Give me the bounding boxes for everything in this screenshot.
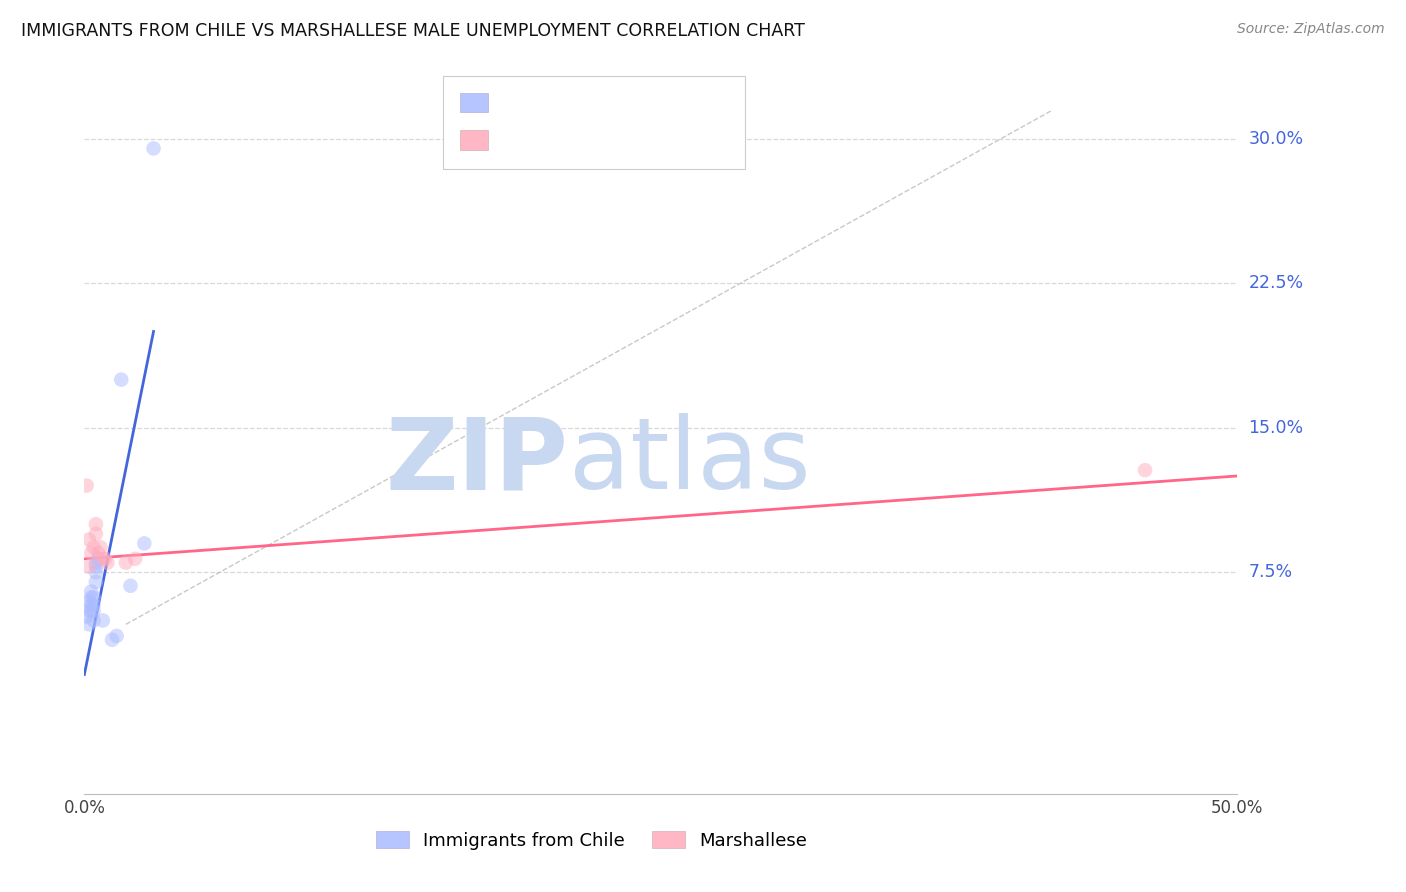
Text: Source: ZipAtlas.com: Source: ZipAtlas.com bbox=[1237, 22, 1385, 37]
Point bbox=[89, 541, 111, 555]
Point bbox=[91, 614, 114, 628]
Point bbox=[80, 598, 103, 612]
Point bbox=[77, 594, 100, 608]
Point bbox=[77, 533, 100, 547]
Point bbox=[80, 546, 103, 560]
Point bbox=[80, 604, 103, 618]
Point bbox=[120, 579, 142, 593]
Point bbox=[134, 536, 156, 550]
Point bbox=[83, 591, 105, 605]
Point bbox=[96, 556, 118, 570]
Legend: Immigrants from Chile, Marshallese: Immigrants from Chile, Marshallese bbox=[370, 824, 814, 857]
Point bbox=[115, 556, 138, 570]
Point bbox=[84, 517, 107, 532]
Point bbox=[84, 574, 107, 589]
Point bbox=[77, 617, 100, 632]
Point bbox=[87, 551, 110, 566]
Point bbox=[80, 584, 103, 599]
Text: 7.5%: 7.5% bbox=[1249, 564, 1292, 582]
Point bbox=[87, 546, 110, 560]
Point bbox=[83, 541, 105, 555]
Point bbox=[80, 591, 103, 605]
Text: IMMIGRANTS FROM CHILE VS MARSHALLESE MALE UNEMPLOYMENT CORRELATION CHART: IMMIGRANTS FROM CHILE VS MARSHALLESE MAL… bbox=[21, 22, 806, 40]
Text: N = 24: N = 24 bbox=[603, 94, 671, 112]
Text: 30.0%: 30.0% bbox=[1249, 130, 1303, 148]
Text: 22.5%: 22.5% bbox=[1249, 275, 1303, 293]
Point bbox=[83, 604, 105, 618]
Point bbox=[142, 141, 165, 155]
Point bbox=[77, 559, 100, 574]
Point bbox=[84, 559, 107, 574]
Text: ZIP: ZIP bbox=[385, 413, 568, 510]
Text: 15.0%: 15.0% bbox=[1249, 419, 1303, 437]
Point bbox=[84, 556, 107, 570]
Point bbox=[101, 632, 124, 647]
Point bbox=[84, 526, 107, 541]
Point bbox=[77, 604, 100, 618]
Point bbox=[76, 609, 98, 624]
Point bbox=[83, 598, 105, 612]
Text: atlas: atlas bbox=[568, 413, 810, 510]
Text: R = 0.389: R = 0.389 bbox=[499, 131, 598, 149]
Point bbox=[76, 478, 98, 492]
Point bbox=[1133, 463, 1156, 477]
Text: N = 15: N = 15 bbox=[603, 131, 671, 149]
Point bbox=[110, 373, 132, 387]
Point bbox=[105, 629, 128, 643]
Point bbox=[91, 551, 114, 566]
Point bbox=[84, 566, 107, 580]
Point bbox=[83, 614, 105, 628]
Point bbox=[124, 551, 146, 566]
Text: R = 0.598: R = 0.598 bbox=[499, 94, 598, 112]
Point bbox=[94, 551, 117, 566]
